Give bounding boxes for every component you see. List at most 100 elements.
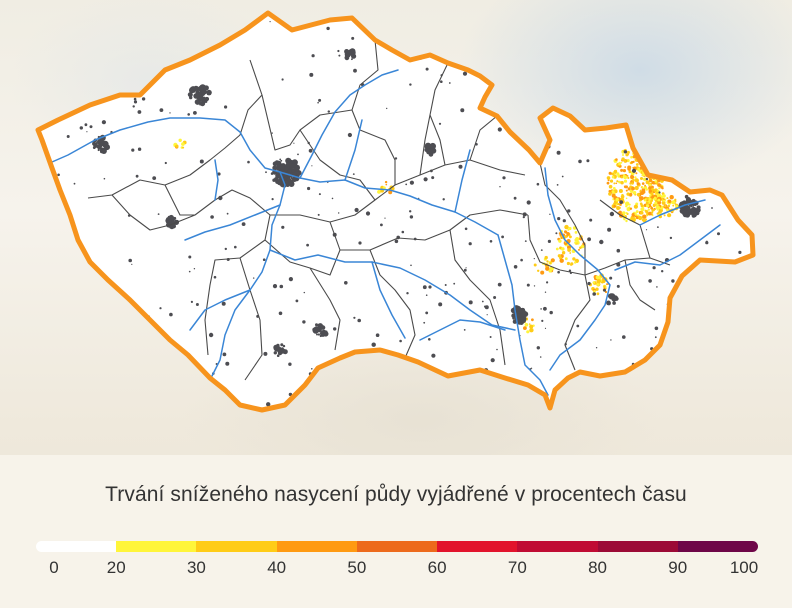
urban-dot [526,200,531,205]
urban-dot [735,98,738,100]
urban-dot [693,213,697,217]
urban-dot [401,230,405,234]
urban-dot [611,58,616,63]
urban-dot [617,88,622,94]
urban-dot [497,68,499,70]
drought-dot [659,171,663,175]
urban-dot [357,318,362,323]
urban-dot [132,105,135,108]
drought-dot [608,171,612,175]
urban-dot [716,47,719,50]
region-boundaries [87,39,671,381]
drought-dot [567,248,571,252]
national-border [35,10,756,413]
drought-dot [596,279,601,284]
urban-dot [58,34,62,38]
urban-dot [653,89,655,92]
drought-dot [178,138,182,142]
urban-dot [308,148,313,153]
urban-dot [409,210,412,213]
drought-dot [182,146,185,149]
drought-dot [528,323,531,325]
urban-dot [73,182,76,185]
drought-dot [173,144,176,147]
drought-dot [656,166,661,172]
urban-dot [266,402,271,407]
urban-dot [611,86,613,88]
urban-dot [719,28,723,32]
urban-dot [677,86,680,89]
urban-dot [57,392,62,397]
drought-dot [608,192,612,196]
urban-dot [553,79,555,82]
drought-dot [578,248,580,251]
drought-dot [626,150,630,154]
urban-dot [661,270,664,273]
urban-dot [491,75,495,78]
scale-segment-3 [276,541,357,552]
urban-dot [738,193,741,197]
urban-dot [193,111,197,115]
urban-dot [72,367,76,371]
urban-dot [667,347,672,352]
urban-dot [669,236,673,240]
urban-dot [273,351,277,355]
urban-dot [166,220,168,223]
urban-dot [540,308,542,310]
drought-dot [546,260,549,263]
urban-dot [162,348,166,352]
drought-dot [667,204,671,208]
drought-dot [630,175,635,179]
drought-dot [665,208,669,212]
urban-dot [736,97,739,100]
urban-dot [320,325,326,330]
urban-dot [682,200,687,204]
drought-dot [622,174,626,177]
drought-dot [629,185,633,189]
urban-dot [119,36,121,39]
urban-dot [561,175,564,178]
drought-dot [632,191,637,195]
drought-dot [648,162,653,167]
urban-dot [489,336,492,338]
urban-dot [265,171,267,174]
drought-dot [654,201,658,205]
drought-dot [524,323,529,327]
urban-dot [351,58,353,61]
drought-dot [570,263,573,266]
urban-dot [319,334,322,338]
drought-dot [615,182,618,185]
urban-dot [607,227,612,232]
urban-dot [199,34,203,37]
urban-dot [168,214,174,221]
drought-dot [549,262,552,264]
drought-dot [550,258,555,263]
urban-dot [380,223,383,227]
urban-dot [352,173,355,176]
drought-dot [623,185,627,189]
urban-dot [431,353,436,358]
urban-dot [515,307,522,314]
drought-dot [645,156,650,161]
urban-dot [326,26,330,31]
drought-dot [648,157,650,160]
urban-dot [425,311,429,315]
urban-dot [592,292,596,296]
drought-dot [657,198,661,202]
urban-dot [660,70,664,73]
drought-dot [606,181,610,185]
urban-dot [422,285,427,290]
drought-dot [649,167,652,170]
urban-dot [173,216,177,220]
urban-dot [56,116,58,118]
urban-dot [134,45,136,47]
drought-dot [592,281,596,284]
urban-dot [631,168,637,173]
drought-dot [645,180,650,185]
drought-dot [596,292,600,296]
urban-dot [567,209,571,213]
urban-dot [484,305,489,310]
drought-dot [620,161,623,164]
drought-dot [636,182,640,186]
urban-dot [658,191,661,194]
